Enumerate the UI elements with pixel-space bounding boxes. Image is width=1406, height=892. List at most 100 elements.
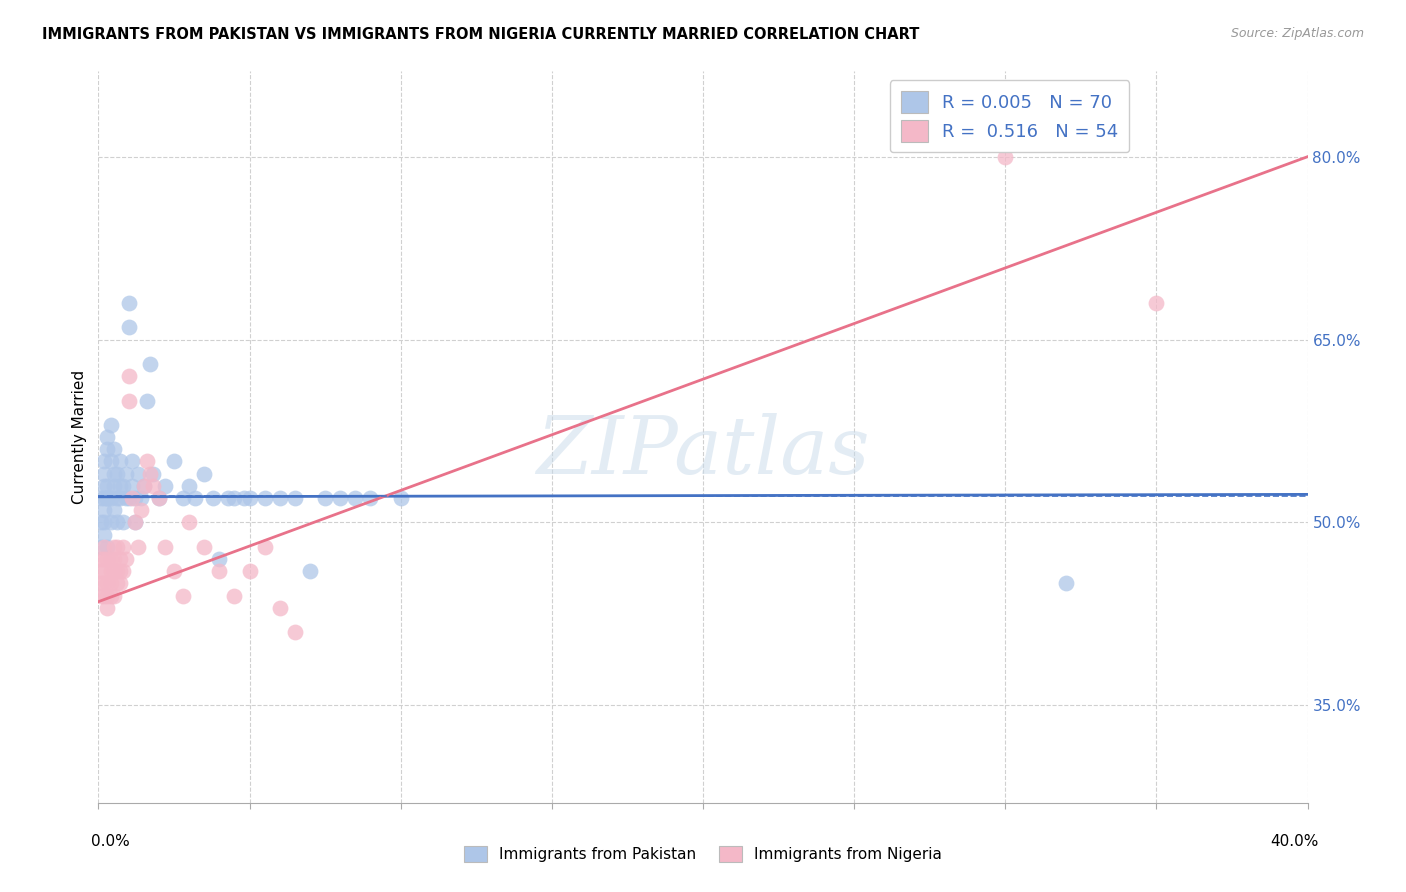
Point <box>90 552 112 566</box>
Point <box>114 491 136 505</box>
Point <box>90 589 112 603</box>
Point <box>132 479 155 493</box>
Point <box>96 552 118 566</box>
Point <box>100 552 122 566</box>
Point <box>96 576 118 591</box>
Point <box>105 540 128 554</box>
Point <box>105 467 128 481</box>
Point <box>139 467 162 481</box>
Point <box>114 552 136 566</box>
Point <box>108 564 131 578</box>
Text: IMMIGRANTS FROM PAKISTAN VS IMMIGRANTS FROM NIGERIA CURRENTLY MARRIED CORRELATIO: IMMIGRANTS FROM PAKISTAN VS IMMIGRANTS F… <box>42 27 920 42</box>
Point <box>360 491 382 505</box>
Point <box>90 491 112 505</box>
Point <box>217 491 239 505</box>
Point <box>93 576 115 591</box>
Point <box>344 491 367 505</box>
Point <box>148 491 170 505</box>
Point <box>93 503 115 517</box>
Point <box>93 552 115 566</box>
Point <box>93 589 115 603</box>
Point <box>90 540 112 554</box>
Point <box>124 516 146 530</box>
Point <box>1054 576 1077 591</box>
Point <box>108 454 131 468</box>
Point <box>314 491 336 505</box>
Point <box>100 454 122 468</box>
Point <box>253 540 276 554</box>
Point <box>100 576 122 591</box>
Point <box>105 576 128 591</box>
Point <box>111 540 134 554</box>
Y-axis label: Currently Married: Currently Married <box>72 370 87 504</box>
Point <box>269 491 291 505</box>
Point <box>96 479 118 493</box>
Point <box>153 540 176 554</box>
Point <box>93 467 115 481</box>
Point <box>105 491 128 505</box>
Point <box>135 393 157 408</box>
Point <box>184 491 207 505</box>
Point <box>103 503 125 517</box>
Point <box>103 442 125 457</box>
Point <box>253 491 276 505</box>
Point <box>121 479 143 493</box>
Point <box>124 516 146 530</box>
Point <box>93 454 115 468</box>
Point <box>121 454 143 468</box>
Point <box>135 454 157 468</box>
Point <box>148 491 170 505</box>
Point <box>90 516 112 530</box>
Point <box>111 516 134 530</box>
Text: 0.0%: 0.0% <box>91 834 131 848</box>
Point <box>224 589 246 603</box>
Legend: Immigrants from Pakistan, Immigrants from Nigeria: Immigrants from Pakistan, Immigrants fro… <box>458 840 948 868</box>
Point <box>100 516 122 530</box>
Point <box>179 479 201 493</box>
Point <box>299 564 322 578</box>
Point <box>105 564 128 578</box>
Point <box>93 491 115 505</box>
Point <box>193 540 215 554</box>
Point <box>179 516 201 530</box>
Point <box>96 491 118 505</box>
Point <box>96 491 118 505</box>
Point <box>139 357 162 371</box>
Point <box>232 491 254 505</box>
Point <box>93 479 115 493</box>
Point <box>93 527 115 541</box>
Point <box>142 467 165 481</box>
Point <box>100 417 122 432</box>
Legend: R = 0.005   N = 70, R =  0.516   N = 54: R = 0.005 N = 70, R = 0.516 N = 54 <box>890 80 1129 153</box>
Point <box>114 467 136 481</box>
Point <box>96 430 118 444</box>
Point <box>93 564 115 578</box>
Point <box>172 491 194 505</box>
Point <box>103 589 125 603</box>
Point <box>103 540 125 554</box>
Point <box>103 564 125 578</box>
Point <box>129 491 152 505</box>
Point <box>93 540 115 554</box>
Point <box>163 564 186 578</box>
Point <box>239 491 262 505</box>
Point <box>121 491 143 505</box>
Point <box>329 491 352 505</box>
Text: ZIPatlas: ZIPatlas <box>536 413 870 491</box>
Point <box>208 564 231 578</box>
Point <box>269 600 291 615</box>
Point <box>103 479 125 493</box>
Text: 40.0%: 40.0% <box>1271 834 1319 848</box>
Point <box>118 320 141 334</box>
Point <box>142 479 165 493</box>
Point <box>90 576 112 591</box>
Point <box>90 564 112 578</box>
Point <box>127 467 149 481</box>
Point <box>1144 296 1167 310</box>
Text: Source: ZipAtlas.com: Source: ZipAtlas.com <box>1230 27 1364 40</box>
Point <box>129 503 152 517</box>
Point <box>284 625 307 640</box>
Point <box>103 467 125 481</box>
Point <box>224 491 246 505</box>
Point <box>96 589 118 603</box>
